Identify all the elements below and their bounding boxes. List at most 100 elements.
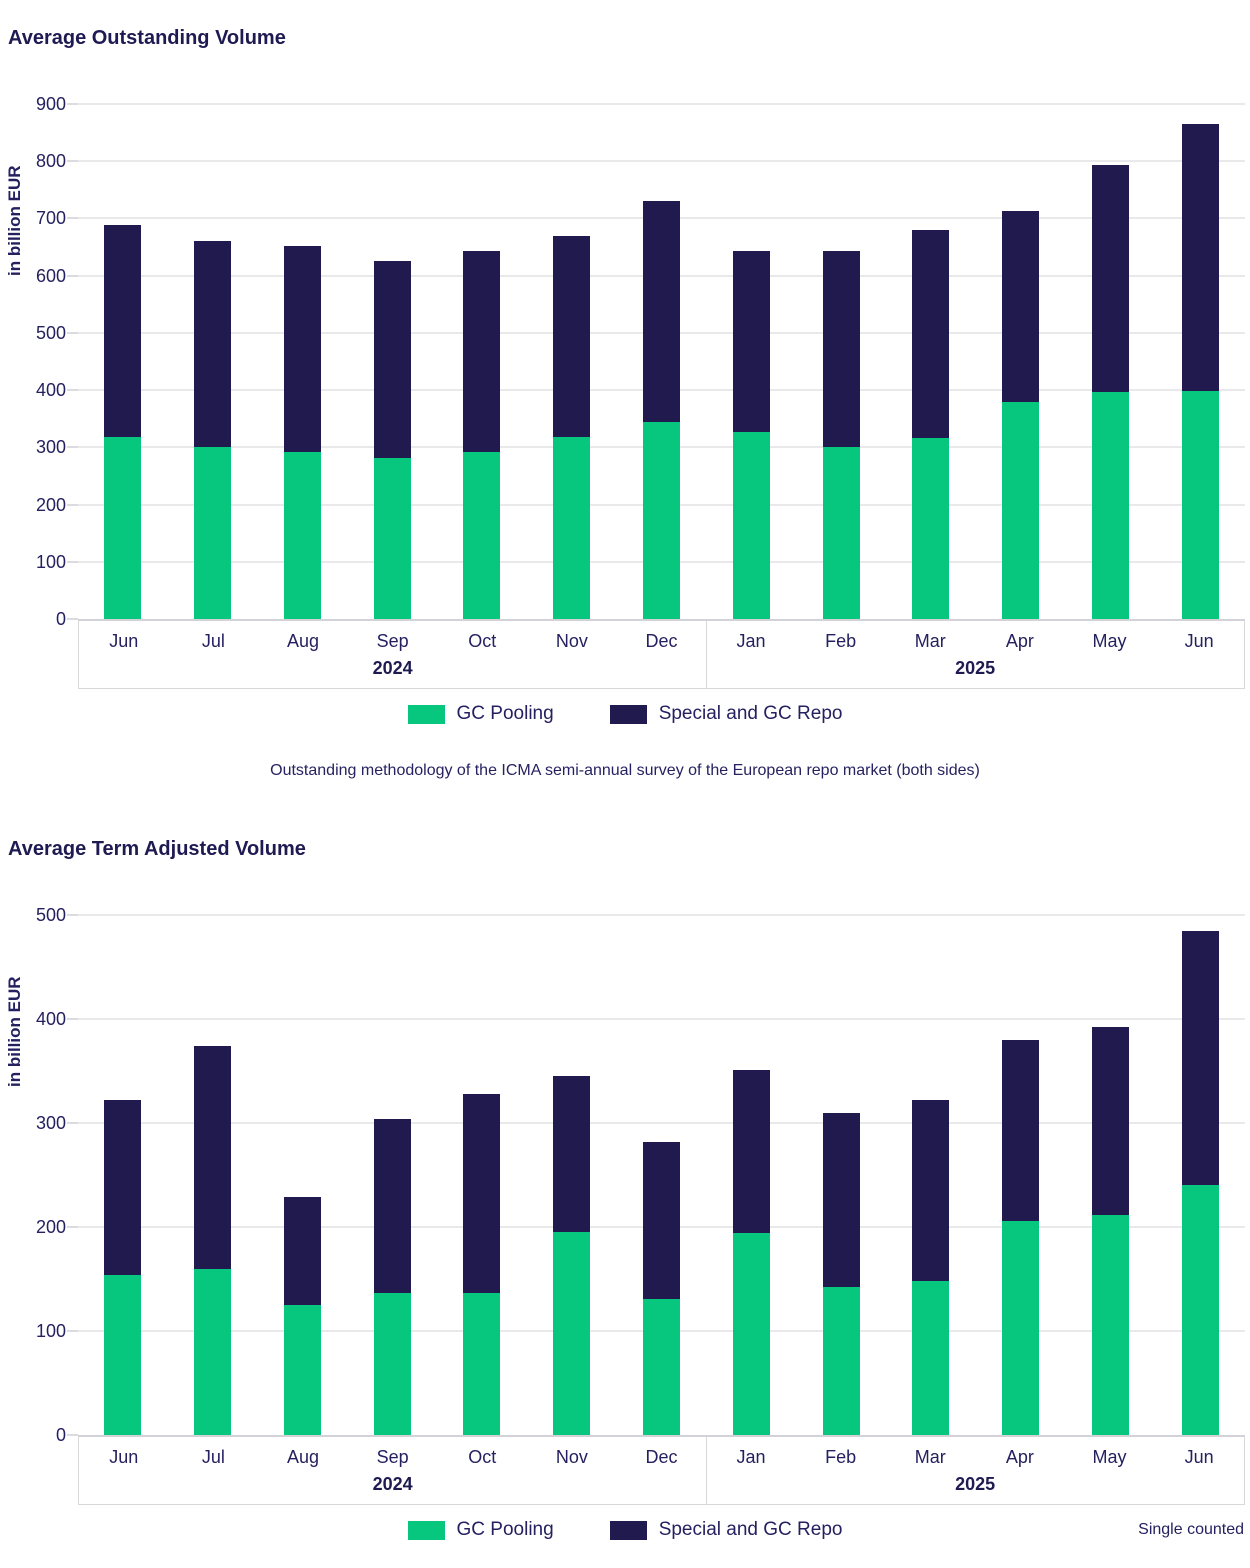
bar-segment-special-and-gc-repo [912,1100,950,1282]
y-tick [67,1434,78,1436]
bar-slot [168,915,258,1435]
bar-slot [886,104,976,619]
y-tick-label: 700 [35,208,66,229]
bar-sep-3 [373,1118,411,1435]
bar-segment-gc-pooling [822,1287,860,1435]
year-label-2025: 2025 [955,1474,996,1494]
bar-segment-gc-pooling [1002,1220,1040,1435]
bar-apr-10 [1002,211,1040,619]
bar-segment-gc-pooling [1091,391,1129,619]
bar-segment-special-and-gc-repo [1181,930,1219,1186]
bar-slot [1065,915,1155,1435]
legend-label: GC Pooling [456,703,554,724]
y-tick [67,274,78,277]
y-tick-label: 900 [35,94,66,114]
bar-nov-5 [553,1076,591,1435]
y-tick [67,914,78,916]
legend-swatch [407,704,445,724]
bars-row [78,915,1245,1435]
bar-segment-special-and-gc-repo [104,225,142,438]
bar-segment-special-and-gc-repo [732,1069,770,1234]
bar-slot [258,104,348,619]
x-tick-label-oct: Oct [468,1447,497,1467]
bar-segment-special-and-gc-repo [1091,165,1129,392]
chart-caption: Outstanding methodology of the ICMA semi… [270,762,980,779]
bar-jan-7 [732,1069,770,1435]
bar-jul-1 [194,1046,232,1435]
bar-feb-8 [822,1112,860,1435]
y-tick [67,446,78,449]
x-tick-label-feb: Feb [825,1447,857,1467]
single-counted-note: Single counted [1138,1521,1244,1538]
x-tick-label-jan: Jan [736,1447,766,1467]
bar-slot [527,915,617,1435]
page-title-2: Average Term Adjusted Volume [8,838,306,860]
bar-segment-gc-pooling [822,447,860,619]
bar-feb-8 [822,251,860,619]
bar-segment-special-and-gc-repo [283,1196,321,1305]
bar-segment-special-and-gc-repo [463,1093,501,1293]
bar-slot [617,915,707,1435]
chart-body: in billion EUR 0 100 200 300 400 500 [0,906,1250,1444]
y-tick [67,503,78,506]
bar-segment-gc-pooling [194,1268,232,1435]
y-tick [67,389,78,392]
bars-row [78,104,1245,619]
chart-average-outstanding-volume: Average Outstanding Volume in billion EU… [0,26,1250,781]
bar-segment-special-and-gc-repo [194,1046,232,1269]
x-tick-label-apr: Apr [1005,1447,1034,1467]
bar-slot [706,104,796,619]
bar-segment-gc-pooling [1002,402,1040,619]
x-tick-label-jan: Jan [736,631,766,651]
legend-item-special-and-gc-repo: Special and GC Repo [609,702,842,726]
plot-area: in billion EUR 0 100 200 300 400 500 600 700 800… [5,95,1245,628]
y-tick [67,1018,78,1020]
bar-segment-special-and-gc-repo [912,230,950,438]
bar-aug-2 [283,245,321,619]
bar-mar-9 [912,1100,950,1435]
bar-jun-0 [104,225,142,619]
bar-slot [796,915,886,1435]
bar-slot [347,104,437,619]
y-tick-label: 100 [35,551,66,572]
y-tick-label: 200 [35,1217,66,1237]
bar-segment-special-and-gc-repo [1002,1039,1040,1221]
y-tick-label: 800 [35,151,66,172]
gridline [78,160,1245,163]
x-tick-label-oct: Oct [468,631,497,651]
legend-label: GC Pooling [456,1519,554,1540]
bar-segment-special-and-gc-repo [1091,1027,1129,1215]
bar-segment-special-and-gc-repo [642,200,680,422]
bar-slot [976,915,1066,1435]
y-tick [67,103,78,105]
x-tick-label-sep: Sep [376,631,409,651]
bar-segment-gc-pooling [463,1292,501,1435]
bar-mar-9 [912,230,950,619]
x-tick-label-mar: Mar [914,631,946,651]
y-tick-label: 600 [35,265,66,286]
gridline [78,103,1245,105]
bar-jun-12 [1181,930,1219,1435]
legend-item-gc-pooling: GC Pooling [407,702,554,726]
bar-segment-special-and-gc-repo [104,1100,142,1275]
gridline [78,914,1245,916]
year-label-2024: 2024 [372,658,413,678]
bar-segment-gc-pooling [373,1292,411,1435]
x-tick-label-nov: Nov [555,631,588,651]
x-axis-box: Jun Jul Aug Sep Oct Nov Dec Jan Feb Mar Apr May Jun … [78,1435,1245,1505]
y-tick [67,1330,78,1332]
bar-jun-12 [1181,124,1219,619]
x-tick-label-dec: Dec [645,631,678,651]
y-tick-label: 300 [35,1113,66,1133]
bar-segment-gc-pooling [1181,391,1219,619]
bar-slot [886,915,976,1435]
year-divider [706,621,708,688]
x-tick-label-jun: Jun [1184,631,1214,651]
bar-slot [706,915,796,1435]
bar-slot [78,915,168,1435]
bar-slot [258,915,348,1435]
years-row: 2024 2025 [79,657,1244,679]
legend-swatch [609,704,647,724]
bar-segment-special-and-gc-repo [373,1118,411,1293]
y-tick [67,1122,78,1124]
